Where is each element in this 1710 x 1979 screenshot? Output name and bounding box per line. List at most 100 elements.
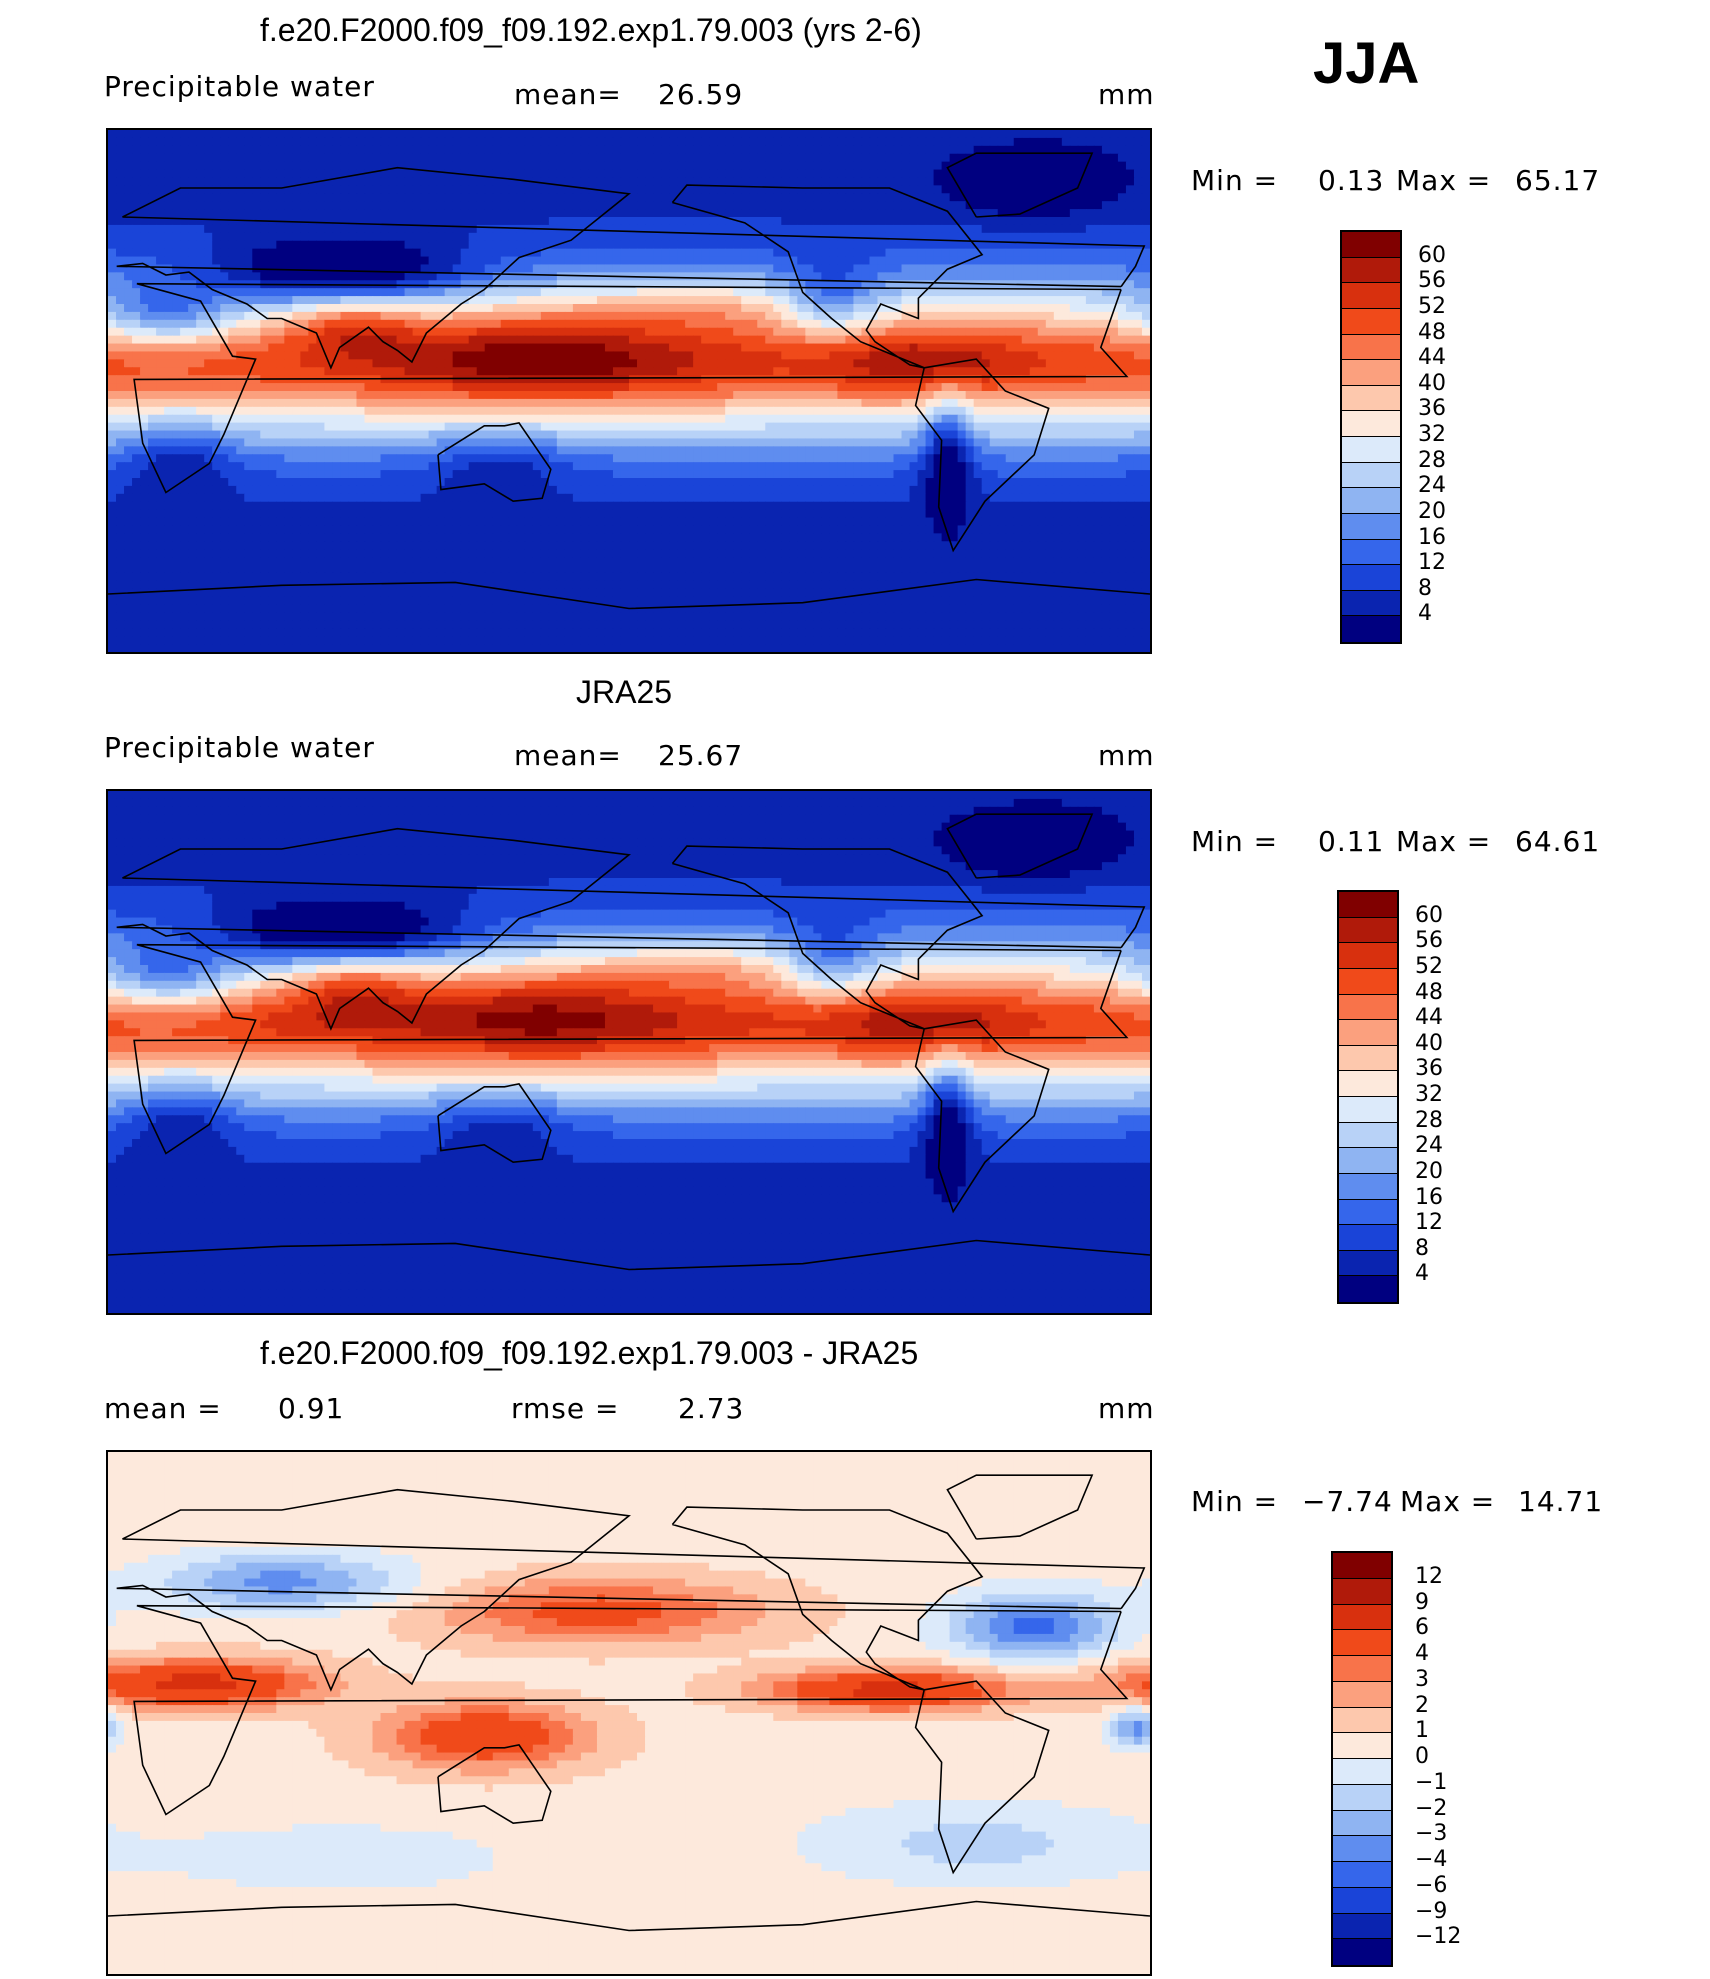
map-field-cell xyxy=(380,422,390,432)
map-field-cell xyxy=(1069,383,1079,392)
map-field-cell xyxy=(476,327,486,337)
map-field-cell xyxy=(885,319,895,329)
map-field-cell xyxy=(508,391,518,400)
map-field-cell xyxy=(813,217,822,226)
map-field-cell xyxy=(669,209,678,218)
map-field-cell xyxy=(917,359,927,368)
map-field-cell xyxy=(997,256,1007,266)
map-field-cell xyxy=(669,137,678,147)
map-field-cell xyxy=(596,351,606,360)
map-field-cell xyxy=(428,343,438,353)
map-field-cell xyxy=(220,288,229,297)
map-field-cell xyxy=(1021,319,1031,329)
map-field-cell xyxy=(204,335,213,345)
map-field-cell xyxy=(797,414,806,424)
map-field-cell xyxy=(188,335,197,345)
map-field-cell xyxy=(685,351,694,360)
map-field-cell xyxy=(460,153,470,163)
map-field-cell xyxy=(372,232,382,242)
map-field-cell xyxy=(941,335,951,345)
map-field-cell xyxy=(452,327,462,337)
map-field-cell xyxy=(989,406,999,416)
map-field-cell xyxy=(564,359,574,368)
map-field-cell xyxy=(148,256,157,266)
map-field-cell xyxy=(885,153,895,163)
map-field-cell xyxy=(837,217,847,226)
map-field-cell xyxy=(156,209,165,218)
map-field-cell xyxy=(228,177,237,186)
map-field-cell xyxy=(925,153,935,163)
map-field-cell xyxy=(116,383,125,392)
map-field-cell xyxy=(1013,367,1023,376)
map-field-cell xyxy=(508,232,518,242)
map-field-cell xyxy=(717,359,726,368)
map-field-cell xyxy=(532,153,542,163)
map-field-cell xyxy=(973,319,983,329)
map-field-cell xyxy=(765,288,774,297)
map-field-cell xyxy=(637,327,646,337)
map-field-cell xyxy=(172,343,181,353)
map-field-cell xyxy=(228,185,237,194)
map-field-cell xyxy=(813,391,822,400)
map-field-cell xyxy=(797,398,806,408)
map-field-cell xyxy=(885,375,895,384)
map-field-cell xyxy=(588,414,598,424)
map-field-cell xyxy=(677,304,686,313)
map-field-cell xyxy=(612,422,622,432)
map-field-cell xyxy=(757,327,766,337)
map-field-cell xyxy=(500,177,510,186)
map-field-cell xyxy=(781,193,790,202)
map-field-cell xyxy=(709,153,718,163)
map-field-cell xyxy=(284,153,293,163)
map-field-cell xyxy=(364,351,374,360)
map-field-cell xyxy=(925,335,935,345)
map-field-cell xyxy=(669,343,678,353)
map-field-cell xyxy=(404,248,414,258)
map-field-cell xyxy=(276,288,285,297)
map-field-cell xyxy=(741,185,750,194)
map-field-cell xyxy=(268,232,277,242)
map-field-cell xyxy=(476,169,486,179)
map-field-cell xyxy=(444,248,454,258)
map-field-cell xyxy=(717,232,726,242)
map-field-cell xyxy=(380,264,390,273)
map-field-cell xyxy=(300,311,309,321)
map-field-cell xyxy=(244,311,253,321)
map-field-cell xyxy=(188,232,197,242)
map-field-cell xyxy=(965,130,975,139)
map-field-cell xyxy=(492,177,502,186)
map-field-cell xyxy=(941,232,951,242)
map-field-cell xyxy=(156,351,165,360)
map-field-cell xyxy=(436,272,446,281)
map-field-cell xyxy=(292,240,301,250)
map-field-cell xyxy=(476,177,486,186)
map-field-cell xyxy=(148,145,157,155)
map-field-cell xyxy=(532,130,542,139)
map-field-cell xyxy=(148,209,157,218)
map-field-cell xyxy=(773,383,782,392)
map-field-cell xyxy=(1133,343,1143,353)
map-field-cell xyxy=(725,359,734,368)
map-field-cell xyxy=(484,264,494,273)
map-field-cell xyxy=(941,169,951,179)
map-field-cell xyxy=(677,177,686,186)
map-field-cell xyxy=(645,224,654,234)
map-field-cell xyxy=(661,161,670,171)
map-field-cell xyxy=(396,224,406,234)
map-field-cell xyxy=(140,232,149,242)
map-field-cell xyxy=(276,193,285,202)
map-field-cell xyxy=(869,185,879,194)
map-field-cell xyxy=(725,177,734,186)
map-field-cell xyxy=(861,240,871,250)
map-field-cell xyxy=(869,209,879,218)
map-field-cell xyxy=(356,351,366,360)
map-field-cell xyxy=(989,224,999,234)
map-field-cell xyxy=(612,351,622,360)
map-field-cell xyxy=(292,351,301,360)
map-field-cell xyxy=(1117,383,1127,392)
map-field-cell xyxy=(204,351,213,360)
map-field-cell xyxy=(829,422,838,432)
map-field-cell xyxy=(212,367,221,376)
map-field-cell xyxy=(781,145,790,155)
map-field-cell xyxy=(532,288,542,297)
